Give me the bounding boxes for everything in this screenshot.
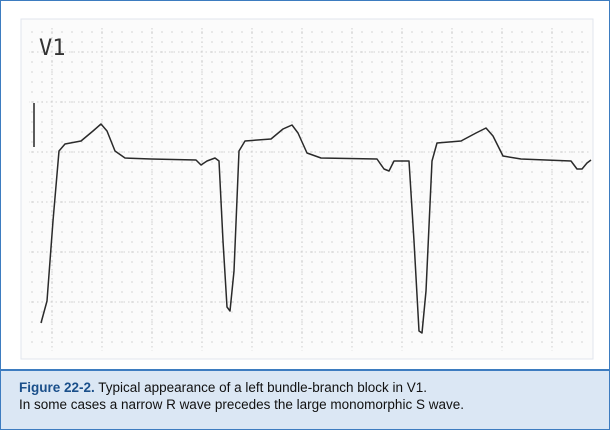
ecg-strip: V1 — [20, 18, 594, 360]
caption: Figure 22-2. Typical appearance of a lef… — [1, 369, 609, 429]
ecg-trace — [40, 123, 592, 334]
grid-major — [29, 25, 589, 351]
caption-label: Figure 22-2. — [19, 380, 95, 395]
caption-line: Figure 22-2. Typical appearance of a lef… — [19, 379, 609, 396]
caption-line: In some cases a narrow R wave precedes t… — [19, 397, 464, 412]
caption-text: Typical appearance of a left bundle-bran… — [98, 380, 428, 395]
lead-label: V1 — [39, 36, 66, 61]
